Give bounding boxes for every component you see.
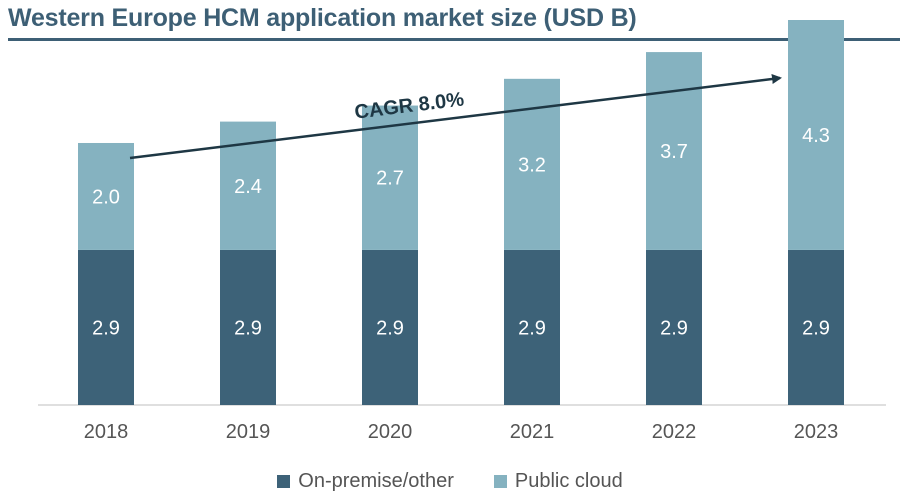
data-label-public-cloud-2018: 2.0 — [92, 186, 120, 208]
bar-on-premise-2022 — [646, 249, 702, 405]
legend-label-public-cloud: Public cloud — [514, 470, 623, 492]
bar-public-cloud-2018 — [78, 142, 134, 250]
legend: On-premise/other Public cloud — [0, 470, 900, 493]
bar-on-premise-2021 — [504, 249, 560, 405]
legend-item-public-cloud: Public cloud — [493, 470, 623, 493]
x-tick-label-2022: 2022 — [652, 421, 697, 443]
chart-title: Western Europe HCM application market si… — [8, 4, 637, 32]
data-label-on-premise-2022: 2.9 — [660, 317, 688, 339]
x-tick-label-2021: 2021 — [510, 421, 555, 443]
legend-swatch-public-cloud — [493, 475, 507, 488]
x-tick-label-2019: 2019 — [226, 421, 271, 443]
data-label-on-premise-2021: 2.9 — [518, 317, 546, 339]
x-tick-label-2018: 2018 — [84, 421, 129, 443]
data-label-public-cloud-2019: 2.4 — [234, 176, 262, 198]
data-label-public-cloud-2021: 3.2 — [518, 154, 546, 176]
legend-swatch-on-premise — [277, 475, 291, 488]
bar-on-premise-2018 — [78, 249, 134, 405]
data-label-on-premise-2019: 2.9 — [234, 317, 262, 339]
x-tick-label-2020: 2020 — [368, 421, 413, 443]
bar-on-premise-2019 — [220, 249, 276, 405]
bar-public-cloud-2022 — [646, 52, 702, 250]
bar-on-premise-2020 — [362, 249, 418, 405]
data-label-public-cloud-2022: 3.7 — [660, 141, 688, 163]
cagr-trend-arrow — [129, 74, 782, 160]
bar-public-cloud-2020 — [362, 105, 418, 250]
data-label-on-premise-2020: 2.9 — [376, 317, 404, 339]
data-label-on-premise-2018: 2.9 — [92, 317, 120, 339]
bar-public-cloud-2023 — [788, 20, 844, 250]
title-underline — [8, 38, 900, 41]
stacked-bar-chart: 2.9 2.0 2018 2.9 2.4 2019 2.9 2.7 2020 2.9 3.2 2021… — [38, 20, 886, 443]
x-tick-label-2023: 2023 — [794, 421, 839, 443]
data-label-on-premise-2023: 2.9 — [802, 317, 830, 339]
legend-item-on-premise: On-premise/other — [277, 470, 454, 493]
data-label-public-cloud-2023: 4.3 — [802, 125, 830, 147]
bar-on-premise-2023 — [788, 249, 844, 405]
data-label-public-cloud-2020: 2.7 — [376, 168, 404, 190]
legend-label-on-premise: On-premise/other — [298, 470, 454, 492]
